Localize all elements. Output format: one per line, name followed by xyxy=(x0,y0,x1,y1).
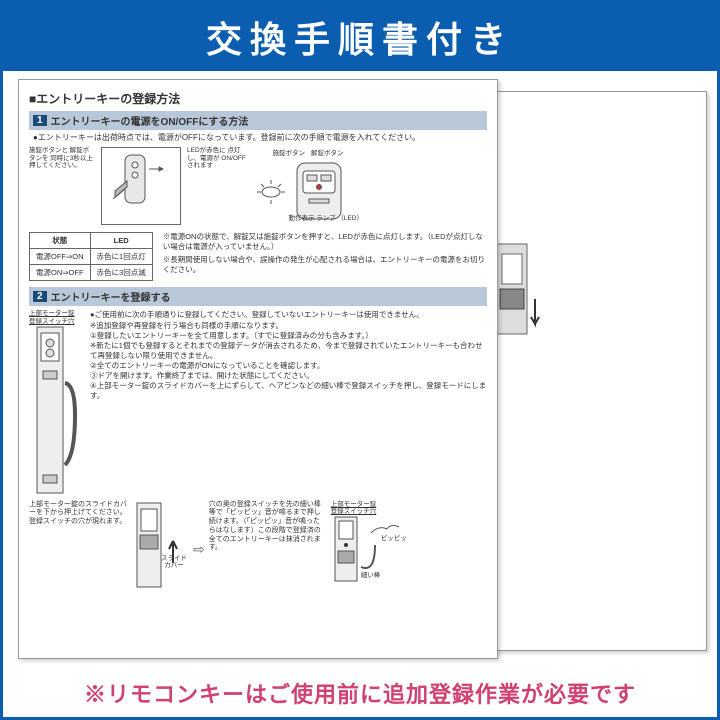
fig2-left-svg: スライド カバー xyxy=(131,501,189,569)
td: 赤色に3回点滅 xyxy=(90,265,152,281)
th-led: LED xyxy=(90,233,152,249)
section-1-bar: 1 エントリーキーの電源をON/OFFにする方法 xyxy=(29,111,487,130)
lock-label-2: 登録スイッチ穴 xyxy=(29,318,84,325)
header-bar: 交換手順書付き xyxy=(3,3,717,71)
td: 電源OFF⇒ON xyxy=(30,249,91,265)
figure-row-1: 施錠ボタンと 解錠ボタンを 同時に3秒以上 押してください。 LEDが赤色に 点… xyxy=(29,147,487,225)
th-state: 状態 xyxy=(30,233,91,249)
remote-figure: 施錠ボタン 解錠ボタン xyxy=(253,147,363,222)
steps-text: ●ご使用前に次の手順通りに登録してください。登録していないエントリーキーは使用で… xyxy=(90,310,487,496)
fig2-right-inner: 穴の奥の登録スイッチを先の細い棒等で「ピッピッ」音が鳴るまで押し続けます。（「ピ… xyxy=(209,501,321,552)
fig1-right-text: LEDが赤色に 点灯し、電源が ON/OFFされます xyxy=(187,147,247,168)
table-note-2: ※長期間使用しない場合や、誤操作の発生が心配される場合は、エントリーキーの電源を… xyxy=(163,255,487,275)
footer-warning: ※リモコンキーはご使用前に追加登録作業が必要です xyxy=(3,677,717,709)
td: 電源ON⇒OFF xyxy=(30,265,91,281)
fig2-right-svg: 上部モーター錠 登録スイッチ穴 ピッピッ 細い棒 xyxy=(331,501,421,600)
lock-figure: 上部モーター錠 登録スイッチ穴 xyxy=(29,310,84,496)
arrow-right-icon: ⇨ xyxy=(193,541,205,558)
fig2-beep: ピッピッ xyxy=(381,535,471,542)
footer-text: ※リモコンキーはご使用前に追加登録作業が必要です xyxy=(84,682,636,707)
section-2-num: 2 xyxy=(33,291,47,302)
table-note-1: ※電源ONの状態で、解錠又は施錠ボタンを押すと、LEDが赤色に点灯します。（LE… xyxy=(163,232,487,252)
led-label: 動作表示 ランプ （LED） xyxy=(253,215,363,222)
pages-area: 、登録します。 最大8個まで登録できます。 登録モードが自動的に終了します。 ン… xyxy=(3,71,717,661)
lock-label-1: 上部モーター錠 xyxy=(29,310,84,317)
section-1-title: エントリーキーの電源をON/OFFにする方法 xyxy=(51,113,249,128)
section-1-num: 1 xyxy=(33,115,47,126)
header-title: 交換手順書付き xyxy=(206,19,514,60)
page-front: ■エントリーキーの登録方法 1 エントリーキーの電源をON/OFFにする方法 ●… xyxy=(18,79,498,659)
lock-btn-label: 施錠ボタン xyxy=(273,147,306,157)
figure-row-2: 上部モーター錠のスライドカバーを下から押上げてください。登録スイッチの穴が現れま… xyxy=(29,501,487,600)
doc-title: ■エントリーキーの登録方法 xyxy=(29,90,487,107)
unlock-btn-label: 解錠ボタン xyxy=(311,147,344,157)
fig2-stick: 細い棒 xyxy=(361,572,451,579)
fig1-left-text: 施錠ボタンと 解錠ボタンを 同時に3秒以上 押してください。 xyxy=(29,147,95,168)
fig2-lock-2: 登録スイッチ穴 xyxy=(331,508,421,515)
intro-text: ●エントリーキーは出荷時点では、電源がOFFになっています。登録前に次の手順で電… xyxy=(33,133,487,143)
fig2-lock-1: 上部モーター錠 xyxy=(331,501,421,508)
led-glow-icon xyxy=(253,178,289,206)
td: 赤色に1回点灯 xyxy=(90,249,152,265)
fig2-left-text: 上部モーター錠のスライドカバーを下から押上げてください。登録スイッチの穴が現れま… xyxy=(29,501,127,527)
state-table: 状態LED 電源OFF⇒ON赤色に1回点灯 電源ON⇒OFF赤色に3回点滅 xyxy=(29,232,153,281)
section-2-title: エントリーキーを登録する xyxy=(51,289,171,304)
fig2-right-text: 穴の奥の登録スイッチを先の細い棒等で「ピッピッ」音が鳴るまで押し続けます。（「ピ… xyxy=(209,501,327,554)
section-2-bar: 2 エントリーキーを登録する xyxy=(29,287,487,306)
device-figure xyxy=(101,147,181,225)
device-icon xyxy=(111,151,171,221)
lock-column: 上部モーター錠 登録スイッチ穴 ●ご使用前に次の手順通りに登録してください。登録… xyxy=(29,310,487,496)
